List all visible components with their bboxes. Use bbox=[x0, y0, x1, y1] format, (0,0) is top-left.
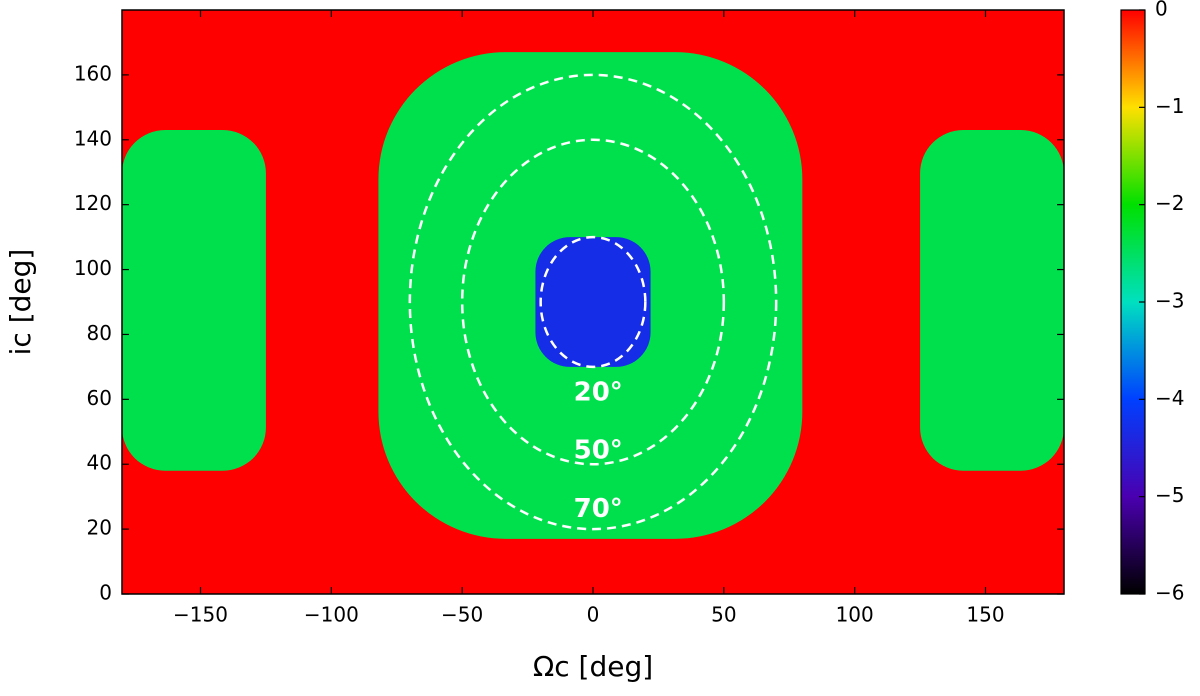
heatmap-region bbox=[535, 237, 651, 367]
y-tick-label: 40 bbox=[87, 451, 112, 475]
colorbar-tick-label: −2 bbox=[1155, 191, 1184, 215]
heatmap-region bbox=[920, 130, 1064, 471]
y-tick-label: 140 bbox=[74, 126, 112, 150]
colorbar-tick-label: −4 bbox=[1155, 386, 1184, 410]
contour bbox=[408, 73, 778, 531]
x-tick-label: 50 bbox=[711, 603, 736, 627]
y-tick-label: 80 bbox=[87, 321, 112, 345]
colorbar-tick-label: 0 bbox=[1155, 0, 1168, 21]
x-tick-label: −150 bbox=[173, 603, 228, 627]
colorbar-tick-label: −5 bbox=[1155, 483, 1184, 507]
contour bbox=[460, 138, 726, 466]
y-tick-label: 0 bbox=[99, 581, 112, 605]
colorbar-tick-label: −3 bbox=[1155, 289, 1184, 313]
y-tick-label: 160 bbox=[74, 61, 112, 85]
contour-label: 20° bbox=[574, 377, 623, 407]
y-tick-label: 120 bbox=[74, 191, 112, 215]
contour-label: 70° bbox=[574, 494, 623, 524]
colorbar-tick-label: −6 bbox=[1155, 581, 1184, 605]
plot-area: 20° 50° 70° bbox=[122, 10, 1064, 594]
heatmap-region bbox=[122, 130, 266, 471]
x-tick-label: 0 bbox=[587, 603, 600, 627]
y-axis-label: ic [deg] bbox=[4, 249, 37, 356]
x-tick-label: −50 bbox=[441, 603, 483, 627]
colorbar-tick-label: −1 bbox=[1155, 94, 1184, 118]
x-axis-label: Ωc [deg] bbox=[533, 650, 653, 683]
contour-label: 50° bbox=[574, 436, 623, 466]
x-tick-label: 100 bbox=[836, 603, 874, 627]
y-tick-label: 20 bbox=[87, 516, 112, 540]
y-tick-label: 60 bbox=[87, 386, 112, 410]
contour bbox=[539, 235, 647, 369]
x-tick-label: 150 bbox=[966, 603, 1004, 627]
x-tick-label: −100 bbox=[304, 603, 359, 627]
y-tick-label: 100 bbox=[74, 256, 112, 280]
